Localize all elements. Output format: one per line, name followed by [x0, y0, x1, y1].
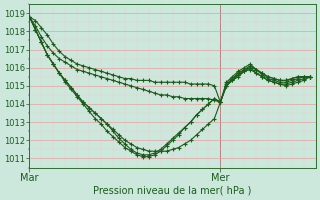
X-axis label: Pression niveau de la mer( hPa ): Pression niveau de la mer( hPa ) [93, 186, 252, 196]
